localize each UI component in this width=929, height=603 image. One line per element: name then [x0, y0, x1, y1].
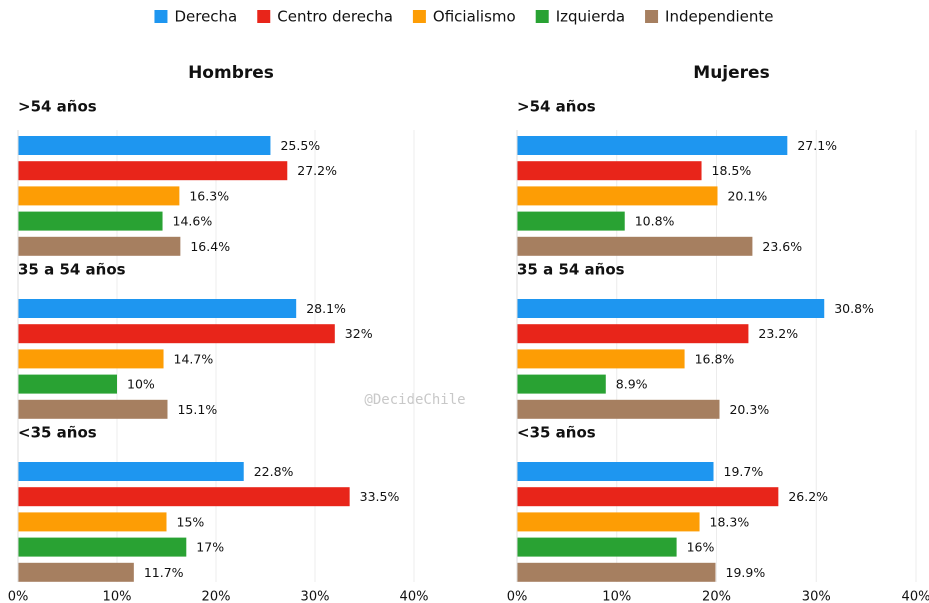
bar [18, 136, 271, 155]
bar [18, 537, 187, 557]
value-label: 14.7% [174, 351, 214, 366]
value-label: 18.3% [710, 514, 750, 529]
value-label: 23.2% [758, 326, 798, 341]
column-title: Mujeres [693, 63, 769, 83]
legend-label: Centro derecha [277, 8, 393, 26]
value-label: 15.1% [177, 402, 217, 417]
bar [517, 399, 720, 419]
bar [18, 211, 163, 231]
panel-subtitle: >54 años [517, 98, 596, 116]
value-label: 26.2% [788, 489, 828, 504]
panel-subtitle: <35 años [517, 424, 596, 442]
value-label: 25.5% [280, 138, 320, 153]
bar [517, 512, 700, 532]
value-label: 10% [127, 377, 155, 392]
legend-swatch [412, 10, 426, 23]
bar [517, 299, 825, 318]
bar [517, 211, 625, 231]
x-tick-label: 10% [602, 590, 631, 603]
bar [18, 236, 181, 256]
x-tick-label: 30% [802, 590, 831, 603]
panel-subtitle: >54 años [18, 98, 97, 116]
bar [517, 349, 685, 369]
x-tick-label: 40% [902, 590, 929, 603]
bar [517, 562, 716, 582]
x-tick-label: 40% [400, 590, 429, 603]
legend-swatch [645, 10, 659, 23]
value-label: 19.7% [724, 464, 764, 479]
bar [18, 374, 117, 394]
value-label: 30.8% [834, 301, 874, 316]
bar [517, 487, 779, 507]
bar [18, 487, 350, 507]
value-label: 16.4% [190, 239, 230, 254]
bar [517, 462, 714, 481]
panel-subtitle: <35 años [18, 424, 97, 442]
column-title: Hombres [188, 63, 274, 83]
bar [517, 186, 718, 206]
x-tick-label: 10% [103, 590, 132, 603]
bar [517, 136, 788, 155]
bar [517, 236, 753, 256]
value-label: 28.1% [306, 301, 346, 316]
bar [18, 186, 180, 206]
bar [18, 299, 297, 318]
value-label: 18.5% [712, 163, 752, 178]
legend-label: Izquierda [556, 8, 625, 26]
bar [18, 161, 288, 181]
bar [517, 324, 749, 344]
panel-subtitle: 35 a 54 años [517, 261, 625, 279]
bar [18, 324, 335, 344]
legend: Derecha Centro derecha Oficialismo Izquierd… [154, 8, 774, 26]
bar [18, 512, 167, 532]
bar [517, 161, 702, 181]
value-label: 27.1% [797, 138, 837, 153]
value-label: 16.3% [189, 188, 229, 203]
value-label: 20.1% [727, 188, 767, 203]
value-label: 23.6% [762, 239, 802, 254]
value-label: 22.8% [254, 464, 294, 479]
legend-label: Derecha [174, 8, 237, 26]
legend-swatch [257, 10, 271, 23]
value-label: 10.8% [635, 214, 675, 229]
legend-swatch [535, 10, 549, 23]
legend-swatch [154, 10, 168, 23]
legend-label: Oficialismo [433, 8, 516, 26]
value-label: 11.7% [144, 565, 184, 580]
value-label: 19.9% [726, 565, 766, 580]
bar [18, 399, 168, 419]
bar [18, 562, 134, 582]
x-tick-label: 20% [702, 590, 731, 603]
value-label: 14.6% [173, 214, 213, 229]
bar [18, 462, 244, 481]
watermark: @DecideChile [364, 392, 465, 408]
value-label: 8.9% [616, 377, 648, 392]
value-label: 16% [687, 540, 715, 555]
value-label: 20.3% [729, 402, 769, 417]
bar [517, 537, 677, 557]
x-tick-label: 30% [301, 590, 330, 603]
legend-label: Independiente [665, 8, 773, 26]
x-tick-label: 0% [507, 590, 528, 603]
panel-subtitle: 35 a 54 años [18, 261, 126, 279]
value-label: 33.5% [360, 489, 400, 504]
x-tick-label: 0% [8, 590, 29, 603]
value-label: 17% [196, 540, 224, 555]
value-label: 15% [177, 514, 205, 529]
bar [517, 374, 606, 394]
value-label: 32% [345, 326, 373, 341]
x-tick-label: 20% [202, 590, 231, 603]
bar [18, 349, 164, 369]
value-label: 16.8% [695, 351, 735, 366]
value-label: 27.2% [297, 163, 337, 178]
